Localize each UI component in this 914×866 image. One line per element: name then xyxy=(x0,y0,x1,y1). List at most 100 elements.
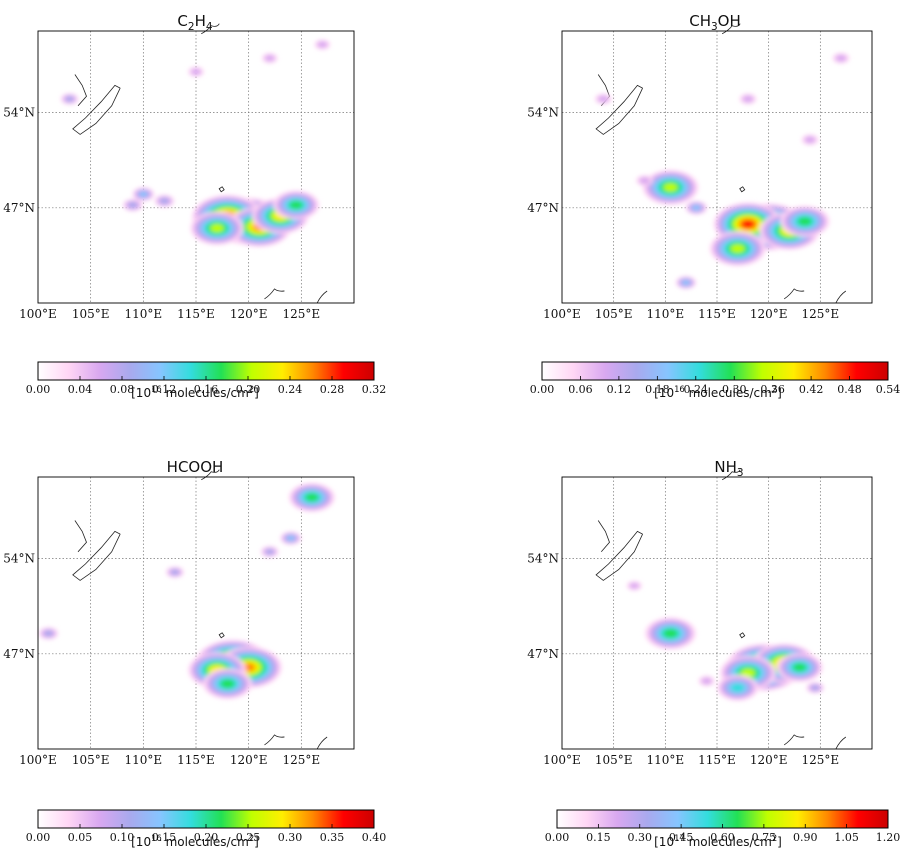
colorbar-tick-label: 0.20 xyxy=(194,831,219,844)
lake-outline xyxy=(218,186,225,193)
plume-hotspot xyxy=(835,54,847,62)
map-border xyxy=(37,30,355,304)
lon-label: 105°E xyxy=(595,753,633,767)
map-frame xyxy=(562,477,872,749)
lon-label: 100°E xyxy=(543,753,581,767)
colorbar-tick-label: 0.00 xyxy=(530,383,555,396)
lat-label: 54°N xyxy=(527,552,559,566)
lon-label: 115°E xyxy=(177,753,215,767)
colorbar-tick-label: 0.20 xyxy=(236,383,261,396)
coastline xyxy=(835,290,847,304)
coastline xyxy=(783,734,805,746)
plume-hotspot xyxy=(159,197,170,205)
colorbar-tick-label: 0.15 xyxy=(152,831,177,844)
colorbar-tick-label: 0.54 xyxy=(876,383,901,396)
colorbar-tick-label: 0.05 xyxy=(68,831,93,844)
plume-hotspot xyxy=(264,54,275,62)
plume-hotspot xyxy=(797,217,812,226)
colorbar-tick-label: 0.42 xyxy=(799,383,824,396)
lat-label: 47°N xyxy=(527,647,559,661)
colorbar-tick-label: 0.00 xyxy=(26,383,51,396)
plume-hotspot xyxy=(65,96,74,102)
lon-label: 110°E xyxy=(124,753,162,767)
colorbar-tick-label: 0.28 xyxy=(320,383,345,396)
map-c2h4: 100°E 105°E 110°E 115°E 120°E 125°E 54°N 47°N 0.… xyxy=(3,23,387,396)
panel-nh3: NH3 xyxy=(457,433,914,866)
plume-hotspot xyxy=(730,244,745,253)
panel-ch3oh: CH3OH xyxy=(457,0,914,433)
colorbar-tick-label: 0.24 xyxy=(684,383,709,396)
colorbar-tick-label: 0.08 xyxy=(110,383,135,396)
map-border xyxy=(561,30,873,304)
coastline xyxy=(72,84,121,135)
colorbar xyxy=(541,361,889,381)
lake-outline xyxy=(739,186,746,193)
coastline xyxy=(783,288,805,300)
panel-title: CH3OH xyxy=(689,12,741,33)
panel-c2h4: C2H4 xyxy=(0,0,457,433)
plume-hotspot xyxy=(741,668,755,678)
lon-label: 115°E xyxy=(698,307,736,321)
plume-hotspot xyxy=(190,68,202,76)
colorbar-tick-label: 0.32 xyxy=(362,383,387,396)
colorbar-units: [1017 molecules/cm2] xyxy=(654,833,782,849)
coastline xyxy=(264,288,285,300)
coastline xyxy=(595,530,643,581)
plume-hotspot xyxy=(810,685,820,691)
coastline xyxy=(835,736,847,750)
coastline xyxy=(595,84,643,135)
plume-hotspot xyxy=(701,677,713,685)
lat-label: 54°N xyxy=(3,552,35,566)
lon-label: 110°E xyxy=(124,307,162,321)
plume-hotspot xyxy=(305,493,319,502)
plume-hotspot xyxy=(127,201,138,209)
lon-label: 105°E xyxy=(72,753,110,767)
lon-label: 125°E xyxy=(801,307,839,321)
colorbar-tick-label: 0.30 xyxy=(722,383,747,396)
colorbar-tick-label: 0.10 xyxy=(110,831,135,844)
lon-label: 105°E xyxy=(72,307,110,321)
coastline xyxy=(597,520,610,553)
panel-title: NH3 xyxy=(714,458,744,479)
plume-layer xyxy=(626,581,824,701)
lon-label: 110°E xyxy=(646,307,684,321)
plume-hotspot xyxy=(289,200,303,210)
plume-hotspot xyxy=(43,630,54,637)
plume-hotspot xyxy=(286,535,295,541)
map-border xyxy=(561,476,873,750)
plume-hotspot xyxy=(317,41,328,48)
colorbar-tick-label: 0.35 xyxy=(320,831,345,844)
colorbar-tick-label: 0.18 xyxy=(645,383,670,396)
coastline xyxy=(316,290,328,304)
colorbar-tick-label: 0.45 xyxy=(669,831,694,844)
plume-hotspot xyxy=(663,628,678,638)
lake-outline xyxy=(218,632,225,639)
plume-hotspot xyxy=(804,136,816,144)
lon-label: 120°E xyxy=(750,307,788,321)
lon-label: 100°E xyxy=(19,307,57,321)
plume-hotspot xyxy=(663,183,678,192)
coastline xyxy=(721,469,741,481)
plume-hotspot xyxy=(210,224,224,233)
lat-label: 47°N xyxy=(3,201,35,215)
colorbar-tick-label: 0.15 xyxy=(586,831,611,844)
plume-hotspot xyxy=(139,191,148,197)
map-hcooh: 100°E 105°E 110°E 115°E 120°E 125°E 54°N 47°N 0.… xyxy=(3,469,386,844)
colorbar-tick-label: 0.16 xyxy=(194,383,219,396)
lon-label: 120°E xyxy=(230,753,268,767)
colorbar-tick-label: 0.06 xyxy=(568,383,593,396)
colorbar-tick-label: 0.90 xyxy=(793,831,818,844)
coastline xyxy=(316,736,328,750)
coastline xyxy=(201,23,220,35)
lon-label: 120°E xyxy=(230,307,268,321)
coastline xyxy=(721,23,741,35)
map-frame xyxy=(38,477,354,749)
lat-label: 47°N xyxy=(3,647,35,661)
plume-hotspot xyxy=(265,549,275,555)
coastline xyxy=(74,520,87,553)
colorbar-tick-label: 0.24 xyxy=(278,383,303,396)
plume-hotspot xyxy=(629,582,640,589)
map-border xyxy=(37,476,355,750)
panel-title: HCOOH xyxy=(166,458,224,476)
lon-label: 125°E xyxy=(282,307,320,321)
